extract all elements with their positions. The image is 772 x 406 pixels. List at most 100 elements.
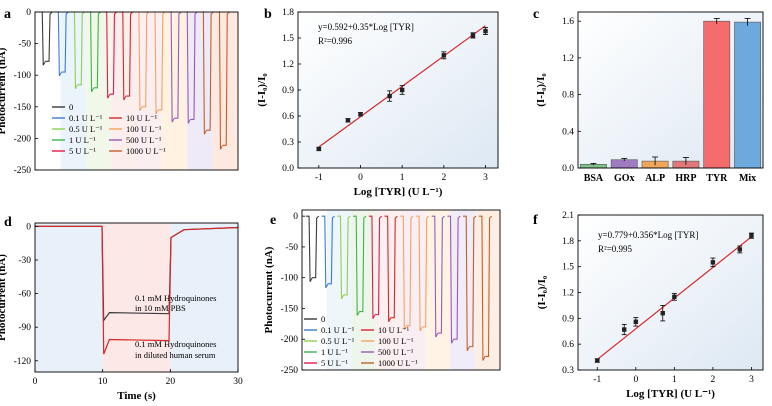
panel-e-pulse-trace bbox=[463, 215, 477, 351]
panel-e-legend-label: 1000 U L⁻¹ bbox=[378, 358, 418, 368]
panel-a-pulse-trace bbox=[55, 11, 69, 77]
panel-c-ytick-label: 0.0 bbox=[562, 164, 574, 174]
panel-d-xtick-label: 0 bbox=[33, 377, 38, 387]
panel-b-ytick-label: 1.8 bbox=[282, 8, 294, 18]
panel-a-pulse-trace bbox=[167, 11, 182, 123]
panel-c-bar bbox=[734, 21, 761, 169]
panel-a-legend-label: 5 U L⁻¹ bbox=[69, 146, 96, 156]
panel-e-ylabel: Photocurrent (nA) bbox=[263, 246, 275, 333]
panel-b-data-point bbox=[387, 93, 392, 99]
panel-e-pulse-trace bbox=[368, 215, 383, 319]
panel-a-ytick-label: -200 bbox=[14, 134, 32, 144]
panel-e-pulse-trace bbox=[384, 215, 398, 322]
panel-c-plot-area bbox=[578, 12, 763, 168]
panel-d-series-trace bbox=[35, 225, 239, 355]
panel-c-ytick-label: 1.2 bbox=[562, 54, 574, 64]
panel-d-background-light-on bbox=[102, 223, 171, 372]
panel-d-frame bbox=[34, 222, 239, 373]
panel-e-pulse-trace bbox=[337, 215, 351, 300]
panel-a-pulse-trace bbox=[119, 11, 134, 101]
panel-e-background-band bbox=[302, 210, 327, 370]
panel-f-r-squared: R²=0.995 bbox=[598, 244, 633, 254]
panel-b-data-point bbox=[358, 112, 363, 117]
panel-a-ytick-label: -150 bbox=[14, 103, 32, 113]
panel-f-data-point bbox=[737, 247, 743, 252]
panel-c-category-label: HRP bbox=[675, 173, 696, 184]
panel-a-pulse-trace bbox=[216, 11, 230, 150]
panel-a-ytick-label: -100 bbox=[14, 71, 32, 81]
panel-e-legend-label: 5 U L⁻¹ bbox=[321, 358, 348, 368]
panel-a-pulse-trace bbox=[87, 11, 101, 93]
panel-d-ytick-label: 0 bbox=[26, 222, 31, 232]
panel-f-data-point bbox=[660, 310, 665, 316]
panel-c-category-label: TYR bbox=[706, 173, 728, 184]
panel-a-legend-label: 0 bbox=[69, 102, 73, 112]
panel-a-pulse-trace bbox=[200, 11, 214, 135]
panel-b-xtick-label: -1 bbox=[315, 173, 323, 183]
panel-c-category-label: GOx bbox=[614, 173, 635, 184]
panel-d-ytick-label: -90 bbox=[18, 323, 31, 333]
panel-e-ytick-label: -100 bbox=[281, 274, 299, 284]
panel-c-ytick-label: 0.8 bbox=[562, 91, 574, 101]
panel-d-ytick-label: -60 bbox=[18, 290, 31, 300]
panel-f-ytick-label: 0.3 bbox=[562, 366, 574, 376]
panel-a-legend-label: 500 U L⁻¹ bbox=[126, 135, 162, 145]
panel-e-pulse-trace bbox=[305, 215, 320, 282]
panel-letter-c: c bbox=[533, 7, 539, 22]
panel-e-pulse-trace bbox=[353, 215, 367, 316]
panel-a-background-band bbox=[187, 12, 213, 170]
panel-f-data-point bbox=[633, 319, 639, 324]
panel-e-background-band bbox=[401, 210, 426, 370]
panel-a-ylabel: Photocurrent (nA) bbox=[0, 47, 8, 134]
panel-d-background-dark-before bbox=[35, 223, 103, 372]
panel-b-equation: y=0.592+0.35*Log [TYR] bbox=[318, 22, 414, 32]
panel-d-ylabel: Photocurrent (nA) bbox=[0, 254, 8, 341]
panel-b-data-point bbox=[483, 28, 488, 34]
panel-a-legend-label: 0.1 U L⁻¹ bbox=[69, 113, 103, 123]
panel-a-legend-label: 100 U L⁻¹ bbox=[126, 124, 162, 134]
panel-a-legend-label: 0.5 U L⁻¹ bbox=[69, 124, 103, 134]
panel-c-category-label: BSA bbox=[584, 173, 604, 184]
panel-d-background-dark-after bbox=[170, 223, 238, 372]
panel-e-legend-label: 1 U L⁻¹ bbox=[321, 347, 348, 357]
panel-c-bar bbox=[703, 20, 731, 169]
panel-a-background-band bbox=[136, 12, 162, 170]
panel-b-data-point bbox=[345, 118, 351, 123]
panel-f-data-point bbox=[672, 294, 677, 300]
panel-a-ytick-label: 0 bbox=[26, 8, 31, 18]
panel-letter-a: a bbox=[4, 7, 11, 22]
panel-b-xlabel: Log [TYR] (U L⁻¹) bbox=[354, 186, 443, 198]
panel-e-legend-label: 500 U L⁻¹ bbox=[378, 347, 414, 357]
panel-d-ytick-label: -30 bbox=[18, 256, 31, 266]
panel-b-xtick-label: 0 bbox=[358, 173, 363, 183]
panel-b-xtick-label: 1 bbox=[400, 173, 405, 183]
panel-a-pulse-trace bbox=[184, 11, 198, 124]
panel-f-data-point bbox=[595, 358, 600, 363]
panel-f-equation: y=0.779+0.356*Log [TYR] bbox=[598, 230, 698, 240]
panel-c-category-label: Mix bbox=[739, 173, 756, 184]
panel-b-ytick-label: 1.5 bbox=[282, 34, 294, 44]
panel-e-pulse-trace bbox=[415, 215, 430, 332]
panel-d-annotation-pbs: 0.1 mM Hydroquinones bbox=[135, 293, 216, 303]
panel-e-frame bbox=[301, 209, 501, 371]
panel-b-data-point bbox=[441, 53, 447, 58]
panel-a-ytick-label: -50 bbox=[18, 40, 31, 50]
panel-f-data-point bbox=[622, 327, 627, 332]
panel-f-data-point bbox=[710, 260, 716, 265]
panel-a-ytick-label: -250 bbox=[14, 166, 32, 176]
panel-e-legend-label: 100 U L⁻¹ bbox=[378, 336, 414, 346]
panel-e-legend-label: 10 U L⁻¹ bbox=[378, 325, 410, 335]
panel-b-xtick-label: 2 bbox=[441, 173, 446, 183]
panel-a-background-band bbox=[212, 12, 238, 170]
panel-f-xlabel: Log [TYR] (U L⁻¹) bbox=[626, 388, 715, 400]
panel-e-background-band bbox=[475, 210, 500, 370]
panel-d-annotation-serum: 0.1 mM Hydroquinones bbox=[135, 339, 216, 349]
panel-d-ytick-label: -120 bbox=[14, 357, 32, 367]
panel-b-data-point bbox=[470, 33, 476, 38]
panel-f-ytick-label: 1.8 bbox=[562, 237, 574, 247]
panel-c-frame bbox=[577, 11, 764, 169]
panel-f-xtick-label: 3 bbox=[749, 375, 754, 385]
panel-d-xlabel: Time (s) bbox=[117, 390, 156, 402]
panel-e-ytick-label: -250 bbox=[281, 366, 299, 376]
